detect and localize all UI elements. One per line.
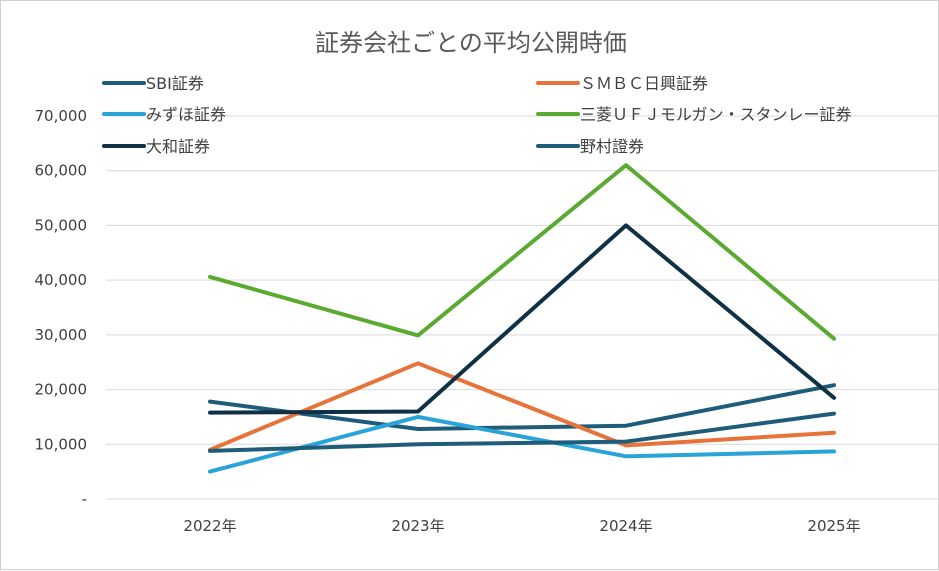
series-line-0 [208,383,836,431]
y-tick-label: 30,000 [35,326,88,344]
x-tick-label: 2025年 [807,517,860,535]
series-line-1 [208,361,836,452]
series-line-4 [208,223,836,415]
y-tick-label: 60,000 [35,162,88,180]
series-line-5 [208,411,836,453]
legend-label: SBI証券 [146,74,204,93]
x-tick-label: 2023年 [391,517,444,535]
axes: - 10,000 20,000 30,000 40,000 50,000 60,000 70,… [35,107,861,535]
y-tick-label: - [82,490,87,508]
y-tick-label: 10,000 [35,435,88,453]
x-tick-label: 2024年 [599,517,652,535]
series-line-2 [208,414,836,474]
legend-label: みずほ証券 [146,105,226,124]
series-line-3 [208,163,836,341]
x-tick-label: 2022年 [183,517,236,535]
y-tick-label: 40,000 [35,271,88,289]
y-tick-label: 70,000 [35,107,88,125]
legend-label: ＳＭＢＣ日興証券 [580,74,708,93]
legend-label: 大和証券 [146,137,210,156]
legend-label: 三菱ＵＦＪモルガン・スタンレー証券 [580,105,852,124]
series-lines [208,163,836,474]
y-tick-label: 20,000 [35,381,88,399]
grid-lines [106,115,938,500]
chart-title: 証券会社ごとの平均公開時価 [315,29,627,57]
y-tick-label: 50,000 [35,216,88,234]
legend-label: 野村證券 [580,137,644,156]
